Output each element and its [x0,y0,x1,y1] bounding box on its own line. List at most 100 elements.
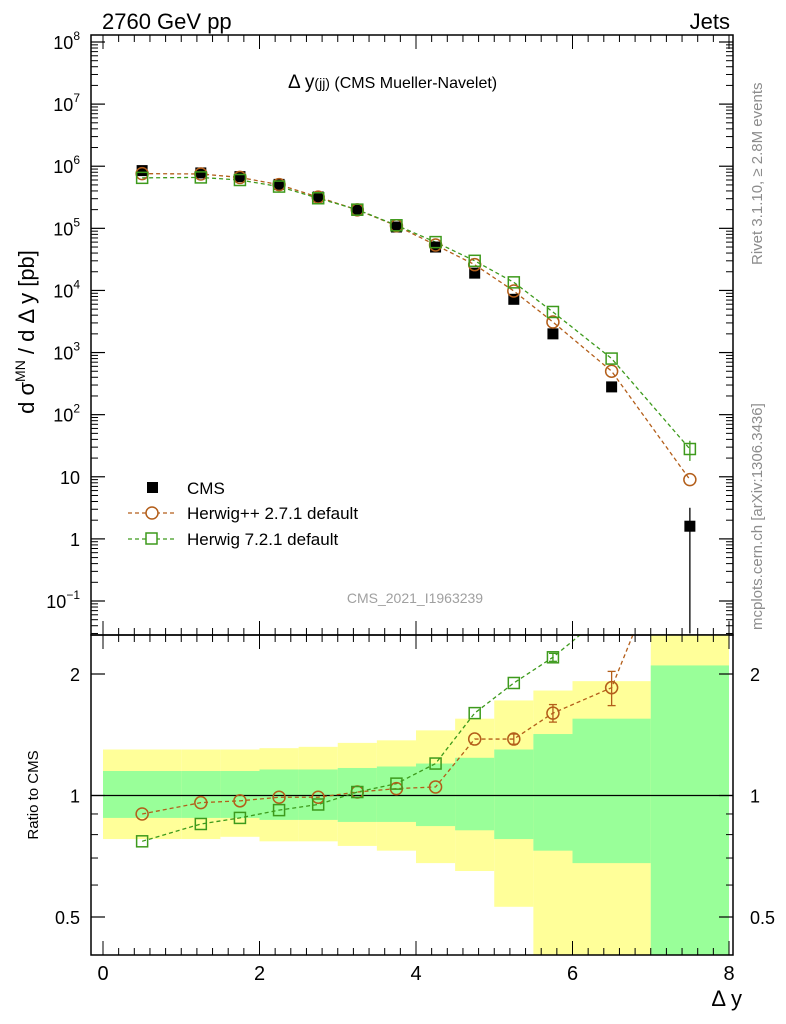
ratio-herwigpp-point [428,780,443,794]
ratio-herwigpp-point [233,794,247,808]
main-y-tick-label: 102 [53,402,80,426]
ratio-y-tick-label-left: 2 [70,665,80,685]
legend-cms-label: CMS [187,479,225,498]
header-category: Jets [690,9,730,34]
ratio-herwig7-point [468,706,481,720]
ratio-band-inner [455,757,495,831]
ratio-band-inner [650,665,729,955]
ratio-band-inner [416,763,456,827]
legend-cms-marker [147,482,158,493]
ratio-y-tick-label-right: 0.5 [750,908,775,928]
rivet-label: Rivet 3.1.10, ≥ 2.8M events [749,83,766,266]
ratio-band-inner [298,769,338,820]
ratio-herwig7-point [606,603,617,614]
cms-point [273,178,285,190]
ratio-herwigpp-point [311,790,325,805]
ratio-herwigpp-point [684,488,696,500]
ratio-herwig7-point [135,835,149,848]
herwigpp-point [683,472,697,487]
legend-herwig7-marker [145,532,158,545]
header-process: 2760 GeV pp [102,9,232,34]
ratio-herwig7-point [429,757,442,770]
ratio-herwig7-point [272,803,286,817]
ratio-band-inner [533,734,573,851]
cms-point [606,381,618,393]
ratio-band-inner [181,771,221,818]
herwig7-line [142,176,691,450]
title-delta: Δ y [288,72,315,93]
herwigpp-point [507,284,521,298]
ratio-axes: 0.5 0.5 1 1 2 2 0 2 4 6 8 [55,635,775,985]
ratio-herwig7-point [684,293,695,304]
ylabel-post: / d Δ y [pb] [14,250,39,360]
x-axis-label: Δ y [711,986,742,1011]
ratio-herwigpp-point [135,807,149,821]
ratio-y-tick-label-right: 2 [750,665,760,685]
herwig7-point [272,180,286,193]
ylabel-pre: d σ [14,382,39,414]
ylabel-sup: MN [12,360,28,382]
ratio-herwig7-point [390,777,403,790]
ratio-herwigpp-point [194,795,208,810]
main-y-tick-label: 107 [53,91,80,115]
ratio-uncertainty-bands [91,635,733,955]
x-tick-label: 4 [410,963,421,985]
ratio-y-tick-label-left: 1 [70,787,80,807]
main-title: Δ y(jj) (CMS Mueller-Navelet) [288,72,497,93]
cms-point [312,191,324,203]
title-sub: (jj) [314,75,330,91]
analysis-label: CMS_2021_I1963239 [347,590,483,606]
main-y-tick-label: 108 [53,29,80,53]
cms-point [351,204,363,216]
herwig7-point [429,235,442,249]
legend-herwig7-label: Herwig 7.2.1 default [187,530,338,549]
main-y-tick-label: 103 [53,340,80,364]
ratio-band-inner [494,749,534,840]
ratio-herwigpp-point [507,732,521,746]
cms-point [195,167,207,179]
ratio-band-inner [103,771,182,818]
title-rest: (CMS Mueller-Navelet) [330,75,497,92]
cms-point [547,328,559,340]
x-tick-label: 8 [723,963,734,985]
legend: CMS Herwig++ 2.7.1 default Herwig 7.2.1 … [128,479,358,549]
ratio-herwigpp-point [272,790,286,805]
herwig7-point [233,173,247,187]
herwig7-point [605,352,618,365]
ratio-band-inner [572,718,651,864]
herwig7-point [194,171,208,184]
herwigpp-point [546,315,560,329]
legend-herwigpp-marker [145,506,159,520]
x-tick-label: 6 [567,963,578,985]
ratio-panel-series [135,293,696,848]
ratio-band-inner [259,769,299,820]
ratio-y-tick-label-right: 1 [750,787,760,807]
ratio-herwigpp-point [604,680,619,695]
ratio-herwig7-point [194,817,208,831]
herwig7-point [468,254,481,268]
cms-point [390,221,402,233]
main-y-tick-label: 1 [70,530,80,550]
ratio-herwig7-point [233,811,247,825]
ratio-herwig7-point [311,798,325,811]
ratio-y-axis-label: Ratio to CMS [25,750,42,839]
main-y-tick-label: 106 [53,153,80,177]
main-y-tick-label: 105 [53,215,80,239]
herwig7-point [351,203,364,216]
main-y-axis-label: d σMN / d Δ y [pb] [12,250,39,414]
ratio-herwig7-point [507,676,521,690]
main-y-tick-label: 10−1 [46,588,80,612]
main-y-tick-label: 104 [53,277,80,301]
legend-herwigpp-label: Herwig++ 2.7.1 default [187,504,358,523]
cms-point [469,267,481,279]
cms-point [234,171,246,183]
ratio-herwig7-point [351,785,364,799]
ratio-herwigpp-point [546,706,560,720]
herwig7-point [390,219,403,232]
herwig7-point [135,171,149,185]
ratio-herwigpp-point [467,732,482,746]
main-panel-series [135,165,697,634]
ratio-y-tick-label-left: 0.5 [55,908,80,928]
x-tick-label: 2 [254,963,265,985]
